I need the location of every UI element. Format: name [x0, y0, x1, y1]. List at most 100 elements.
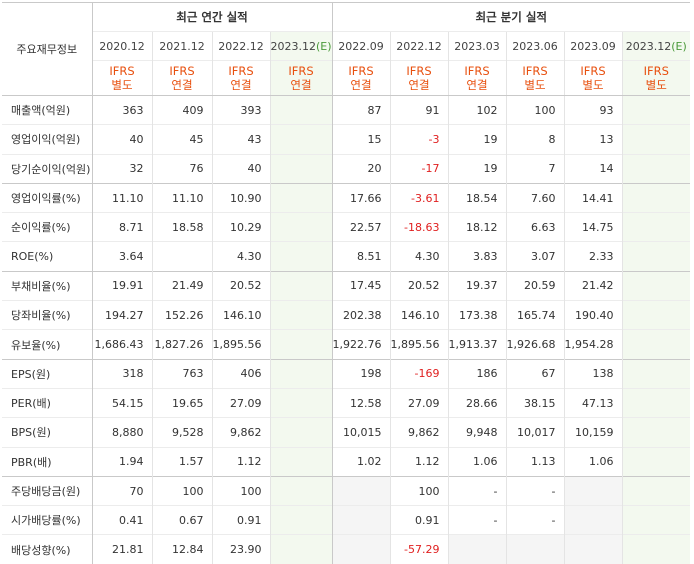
ifrs-header-3: IFRS 연결: [269, 60, 332, 96]
table-cell: [563, 475, 622, 506]
table-cell: 19.65: [151, 387, 212, 418]
row-label: 주당배당금(원): [2, 475, 92, 506]
period-label: 2023.06: [512, 39, 558, 53]
table-cell: 8.71: [91, 212, 152, 242]
table-cell: [269, 329, 332, 360]
table-cell: 19: [447, 153, 506, 184]
table-cell: 18.12: [447, 212, 506, 242]
period-header-7: 2023.06: [505, 31, 564, 61]
table-cell: 11.10: [151, 182, 212, 213]
period-header-1: 2021.12: [151, 31, 212, 61]
ifrs-label: IFRS: [580, 64, 606, 78]
period-label: 2023.09: [570, 39, 616, 53]
annual-group-header: 최근 연간 실적: [91, 2, 332, 32]
period-header-2: 2022.12: [211, 31, 270, 61]
table-cell: 1,895.56: [389, 329, 448, 360]
ifrs-header-5: IFRS 연결: [389, 60, 448, 96]
basis-label: 별도: [111, 78, 133, 92]
table-cell: 2.33: [563, 241, 622, 272]
table-cell: [621, 329, 690, 360]
table-cell: 40: [91, 124, 152, 155]
basis-label: 연결: [230, 78, 252, 92]
table-cell: 45: [151, 124, 212, 155]
basis-label: 연결: [466, 78, 488, 92]
table-cell: 43: [211, 124, 270, 155]
table-cell: 10,017: [505, 417, 564, 448]
table-cell: 28.66: [447, 387, 506, 418]
period-label: 2022.12: [396, 39, 442, 53]
table-cell: 12.58: [331, 387, 390, 418]
basis-label: 연결: [290, 78, 312, 92]
table-cell: 1,895.56: [211, 329, 270, 360]
table-cell: 1,926.68: [505, 329, 564, 360]
table-cell: 146.10: [211, 300, 270, 330]
table-cell: 173.38: [447, 300, 506, 330]
table-cell: -: [505, 475, 564, 506]
table-cell: 10.29: [211, 212, 270, 242]
table-cell: [269, 475, 332, 506]
row-label: 영업이익률(%): [2, 182, 92, 213]
table-cell: 20.59: [505, 270, 564, 301]
table-cell: 70: [91, 475, 152, 506]
table-cell: -3.61: [389, 182, 448, 213]
row-label: 배당성향(%): [2, 534, 92, 564]
table-cell: [621, 417, 690, 448]
table-cell: [151, 241, 212, 272]
table-cell: [505, 534, 564, 564]
table-cell: 1.12: [211, 446, 270, 477]
period-header-4: 2022.09: [331, 31, 390, 61]
period-header-row: 2020.12 2021.12 2022.12 2023.12(E) 2022.09 20…: [2, 31, 690, 61]
table-cell: 10,015: [331, 417, 390, 448]
row-label: ROE(%): [2, 241, 92, 272]
ifrs-header-row: IFRS 별도 IFRS 연결 IFRS 연결 IFRS 연결 IFRS 연결 IFRS 연결 IFRS…: [2, 60, 690, 96]
table-cell: 318: [91, 358, 152, 389]
table-cell: 14.75: [563, 212, 622, 242]
row-label: 영업이익(억원): [2, 124, 92, 155]
table-cell: 18.58: [151, 212, 212, 242]
table-cell: 20.52: [389, 270, 448, 301]
row-label: PBR(배): [2, 446, 92, 477]
table-cell: 27.09: [389, 387, 448, 418]
table-cell: [621, 358, 690, 389]
table-cell: 1.06: [563, 446, 622, 477]
table-cell: 198: [331, 358, 390, 389]
table-cell: 19: [447, 124, 506, 155]
table-cell: -18.63: [389, 212, 448, 242]
table-cell: [621, 182, 690, 213]
basis-label: 별도: [524, 78, 546, 92]
table-cell: [621, 95, 690, 125]
period-header-0: 2020.12: [91, 31, 152, 61]
basis-label: 별도: [582, 78, 604, 92]
ifrs-label: IFRS: [228, 64, 254, 78]
table-cell: 9,948: [447, 417, 506, 448]
table-cell: 406: [211, 358, 270, 389]
table-cell: 9,528: [151, 417, 212, 448]
table-cell: 100: [151, 475, 212, 506]
table-cell: [331, 505, 390, 535]
table-row: 유보율(%) 1,686.43 1,827.26 1,895.56 1,922.76 1,…: [2, 329, 690, 360]
table-cell: 102: [447, 95, 506, 125]
period-label: 2022.12: [218, 39, 264, 53]
row-label: 시가배당률(%): [2, 505, 92, 535]
table-row: PBR(배) 1.94 1.57 1.12 1.02 1.12 1.06 1.13 1.06: [2, 446, 690, 477]
table-cell: 19.91: [91, 270, 152, 301]
table-cell: 4.30: [389, 241, 448, 272]
table-cell: 0.91: [211, 505, 270, 535]
table-cell: 12.84: [151, 534, 212, 564]
table-cell: [269, 182, 332, 213]
table-cell: 194.27: [91, 300, 152, 330]
table-cell: 9,862: [211, 417, 270, 448]
table-cell: 186: [447, 358, 506, 389]
period-label: 2022.09: [338, 39, 384, 53]
table-cell: 146.10: [389, 300, 448, 330]
table-cell: 21.81: [91, 534, 152, 564]
ifrs-label: IFRS: [406, 64, 432, 78]
table-row: PER(배) 54.15 19.65 27.09 12.58 27.09 28.66 38.1…: [2, 387, 690, 418]
table-cell: [621, 505, 690, 535]
ifrs-header-7: IFRS 별도: [505, 60, 564, 96]
table-row: 주당배당금(원) 70 100 100 100- -: [2, 475, 690, 506]
table-cell: 1,913.37: [447, 329, 506, 360]
table-cell: 138: [563, 358, 622, 389]
table-cell: 1,954.28: [563, 329, 622, 360]
